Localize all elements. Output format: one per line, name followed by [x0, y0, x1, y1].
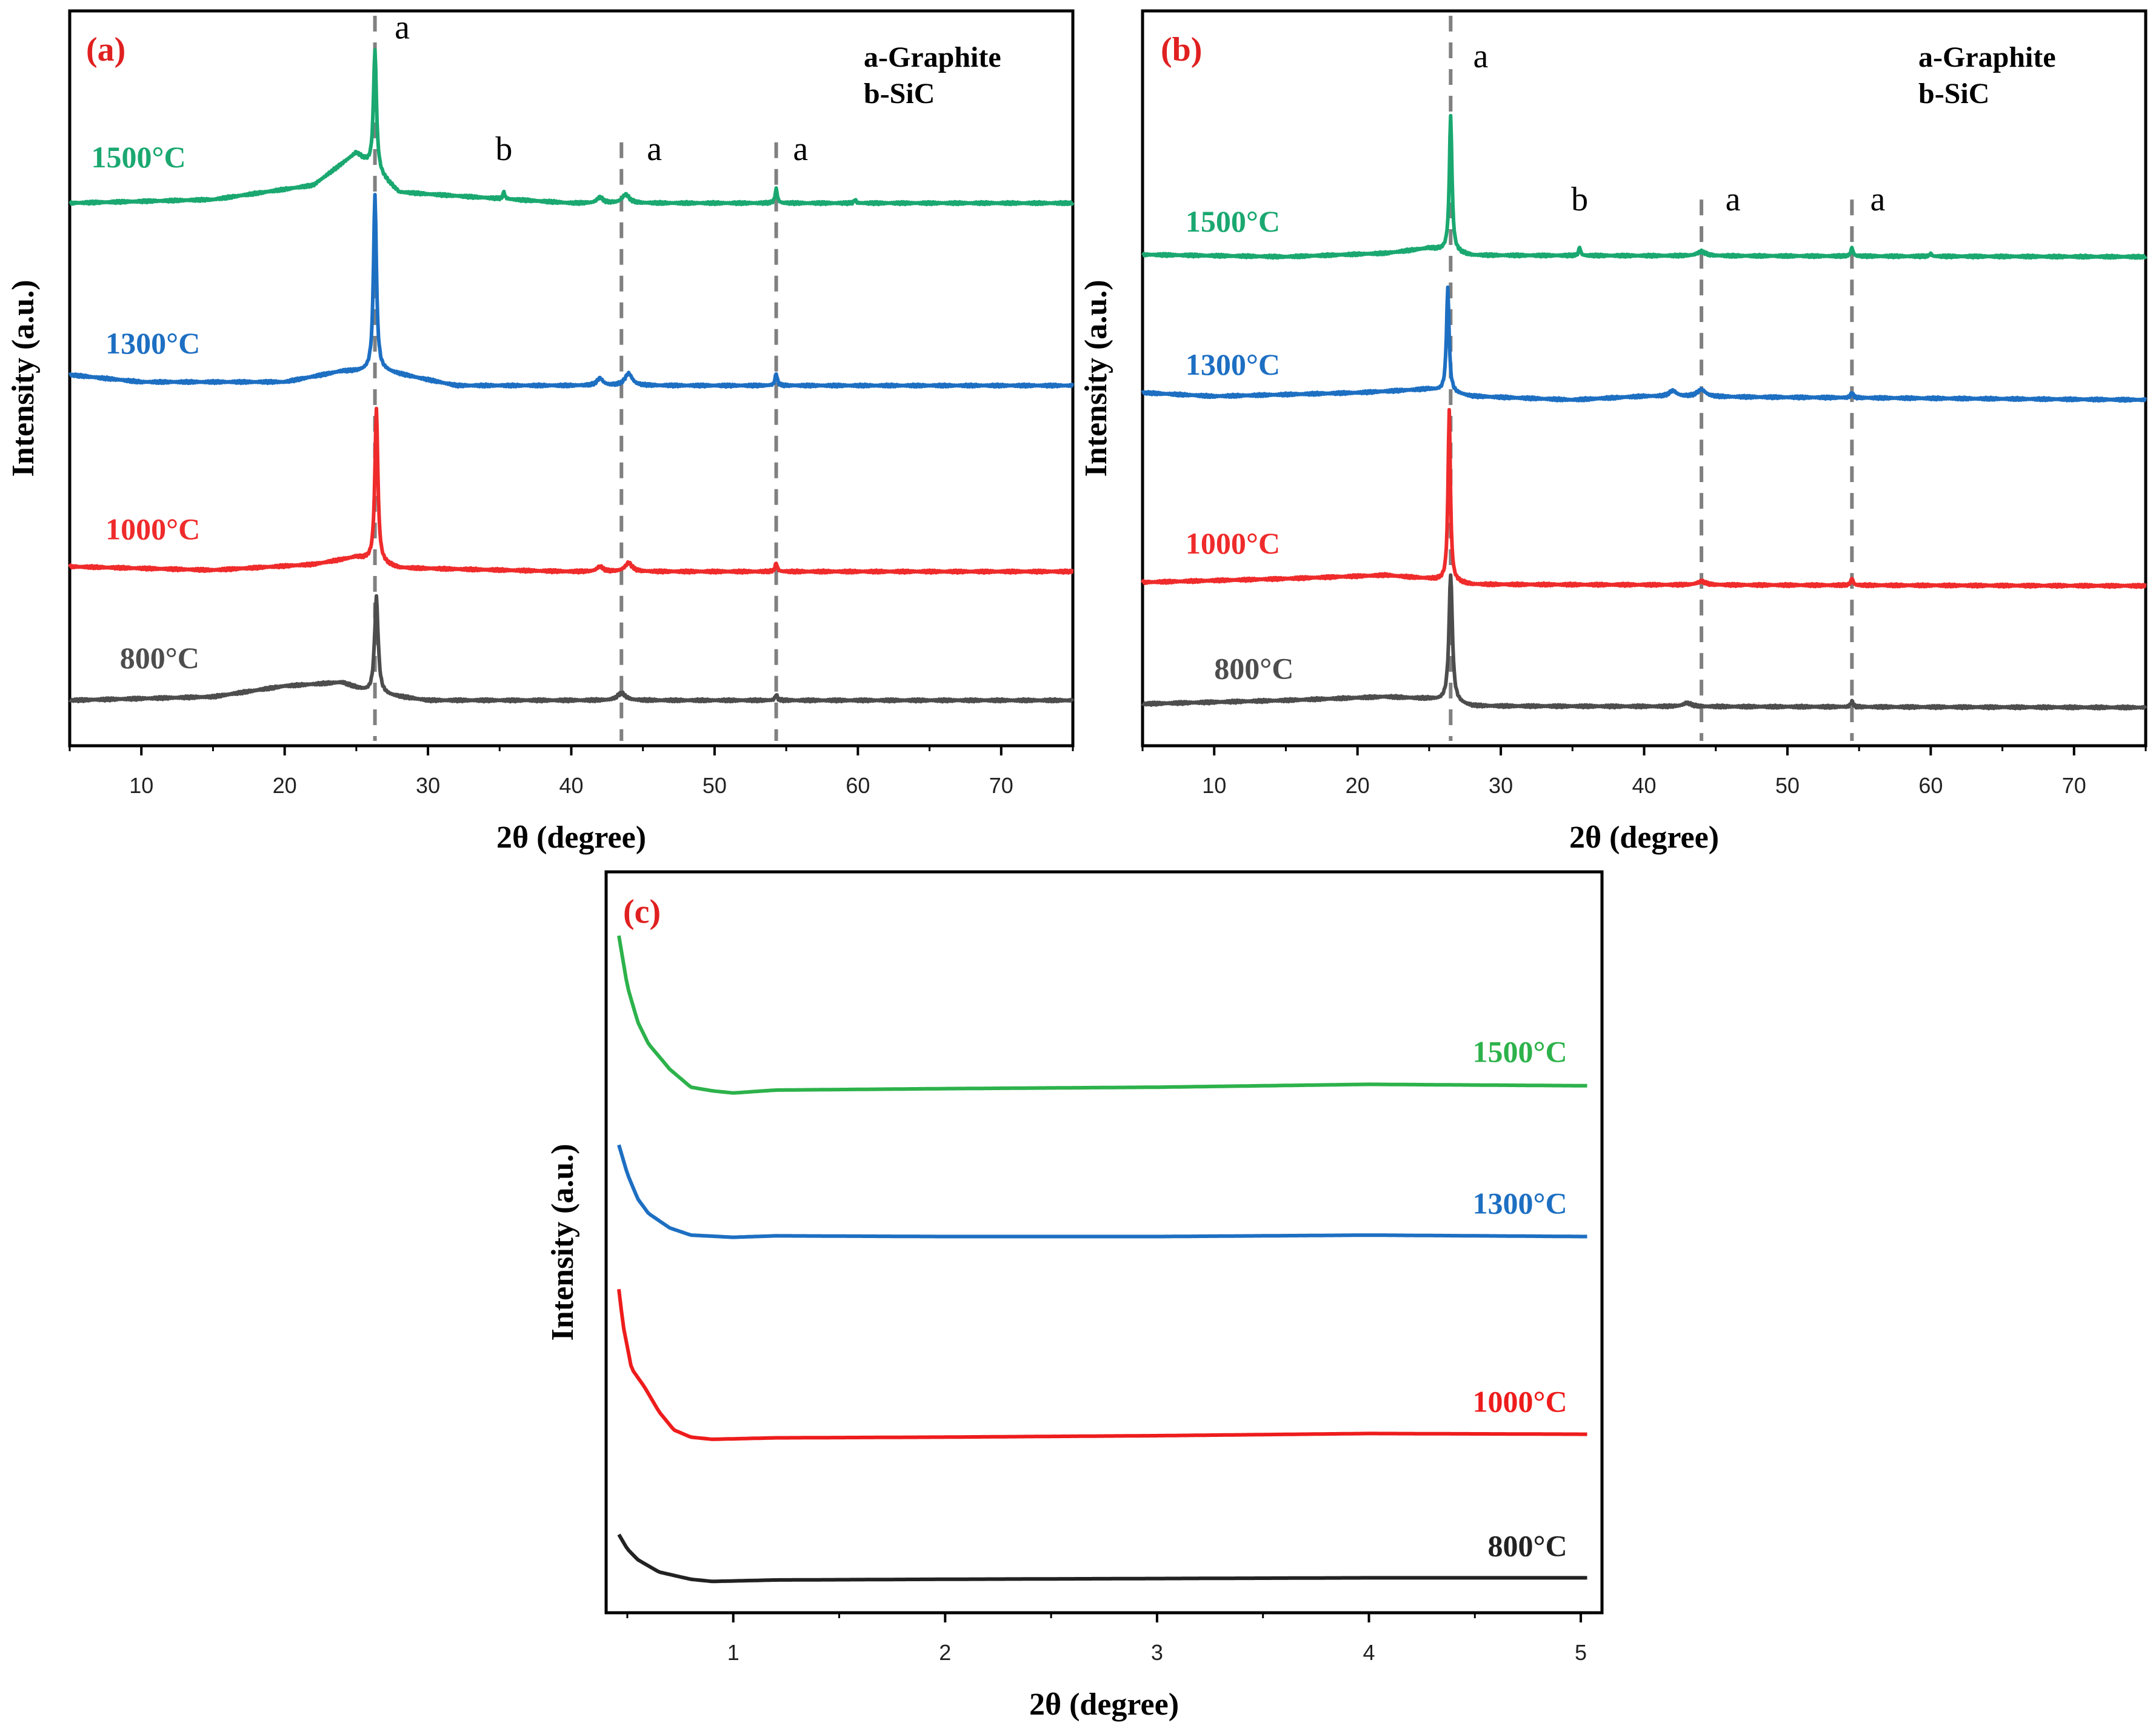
- series-label: 1500°C: [1186, 204, 1280, 238]
- series-label: 800°C: [120, 641, 199, 675]
- x-tick-label: 30: [416, 773, 440, 798]
- x-tick-label: 5: [1575, 1640, 1587, 1665]
- x-tick-label: 30: [1489, 773, 1513, 798]
- panel-b: 10 20 30 40 50 60 70 2θ (degree) Intensity (a.u.…: [1079, 9, 2148, 855]
- series-label: 1300°C: [1186, 347, 1280, 381]
- x-tick-label: 40: [559, 773, 583, 798]
- x-tick-label: 20: [273, 773, 297, 798]
- series-label: 1500°C: [1473, 1035, 1567, 1069]
- series-line-1500: [1141, 113, 2148, 260]
- x-tick-label: 70: [989, 773, 1013, 798]
- x-tick-label: 2: [939, 1640, 951, 1665]
- x-tick-label: 1: [727, 1640, 739, 1665]
- x-axis-label: 2θ (degree): [496, 820, 646, 855]
- x-tick-label: 20: [1346, 773, 1370, 798]
- legend-entry: a-Graphite: [1918, 41, 2056, 73]
- x-tick-label: 3: [1151, 1640, 1163, 1665]
- peak-annotation: a: [1870, 181, 1885, 218]
- x-axis-label: 2θ (degree): [1569, 820, 1719, 855]
- series-line-1000: [617, 1289, 1587, 1441]
- series-label: 1000°C: [1473, 1385, 1567, 1419]
- series-label: 1300°C: [105, 326, 200, 360]
- x-tick-label: 50: [1775, 773, 1800, 798]
- plot-frame: [604, 870, 1604, 1615]
- peak-annotation: a: [1726, 181, 1741, 218]
- x-tick-label: 4: [1363, 1640, 1375, 1665]
- panel-c: 1 2 3 4 5 2θ (degree) Intensity (a.u.) (c) 1500°…: [546, 870, 1604, 1722]
- series-line-1000: [1141, 407, 2147, 589]
- legend-entry: b-SiC: [864, 78, 935, 110]
- series-line-1300: [1141, 285, 2148, 403]
- peak-annotation: b: [1571, 181, 1588, 218]
- series-label: 1000°C: [1186, 526, 1280, 560]
- series-line-800: [1141, 573, 2148, 711]
- peak-annotation: a: [395, 9, 410, 47]
- series-line-1500: [617, 935, 1587, 1095]
- x-tick-label: 10: [1202, 773, 1226, 798]
- y-axis-label: Intensity (a.u.): [6, 280, 41, 477]
- x-tick-label: 70: [2062, 773, 2086, 798]
- peak-annotation: a: [1473, 38, 1489, 75]
- series-line-1300: [68, 193, 1075, 389]
- series-label: 800°C: [1214, 652, 1293, 686]
- series-line-800: [617, 1533, 1587, 1584]
- panel-label: (b): [1161, 31, 1202, 69]
- x-axis-label: 2θ (degree): [1029, 1687, 1179, 1722]
- series-label: 1500°C: [91, 140, 185, 174]
- peak-annotation: b: [495, 130, 512, 168]
- peak-annotation: a: [793, 130, 808, 168]
- x-tick-label: 60: [1918, 773, 1943, 798]
- panel-a: 10 20 30 40 50 60 70 2θ (degree) Intensity (a.u.…: [6, 9, 1075, 855]
- x-tick-label: 40: [1632, 773, 1656, 798]
- series-label: 800°C: [1488, 1529, 1567, 1563]
- x-tick-label: 50: [703, 773, 727, 798]
- peak-annotation: a: [647, 130, 662, 168]
- y-axis-label: Intensity (a.u.): [546, 1143, 580, 1341]
- series-line-1500: [68, 48, 1075, 207]
- x-tick-label: 10: [129, 773, 153, 798]
- series-label: 1000°C: [105, 512, 200, 546]
- series-line-800: [68, 594, 1075, 704]
- series-line-1300: [617, 1144, 1587, 1239]
- panel-label: (c): [623, 893, 661, 931]
- legend-entry: a-Graphite: [864, 41, 1001, 73]
- panel-label: (a): [86, 31, 125, 69]
- legend-entry: b-SiC: [1918, 78, 1989, 110]
- series-line-1000: [68, 406, 1074, 575]
- series-label: 1300°C: [1473, 1186, 1567, 1220]
- y-axis-label: Intensity (a.u.): [1079, 280, 1113, 477]
- x-tick-label: 60: [846, 773, 870, 798]
